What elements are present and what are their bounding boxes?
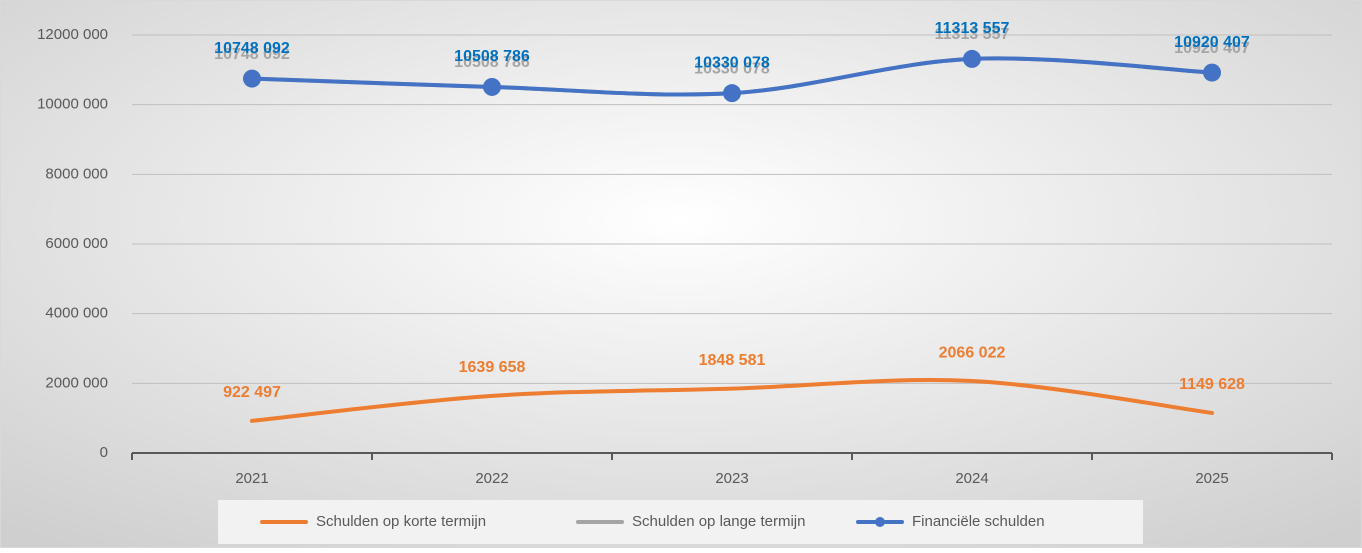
x-tick-label: 2025 — [1195, 470, 1228, 487]
data-label: 11313 557 — [935, 26, 1010, 43]
x-tick-label: 2024 — [955, 470, 988, 487]
series-line — [250, 378, 1214, 423]
data-label: 2066 022 — [939, 344, 1006, 361]
marker — [243, 69, 261, 88]
legend-marker — [875, 517, 885, 527]
legend-label: Financiële schulden — [912, 513, 1045, 530]
marker — [1203, 63, 1221, 82]
y-tick-label: 2000 000 — [45, 374, 108, 391]
legend-box — [218, 500, 1143, 544]
data-label: 10920 407 — [1174, 34, 1250, 51]
marker — [723, 84, 741, 103]
x-tick-label: 2023 — [715, 470, 748, 487]
y-tick-label: 0 — [100, 444, 108, 461]
data-label: 1639 658 — [459, 359, 526, 376]
legend-label: Schulden op korte termijn — [316, 513, 486, 530]
y-tick-label: 12000 000 — [37, 26, 108, 43]
y-tick-label: 8000 000 — [45, 165, 108, 182]
y-tick-label: 10000 000 — [37, 96, 108, 113]
data-label: 1149 628 — [1179, 376, 1245, 393]
data-label: 10748 092 — [214, 40, 290, 57]
data-label: 10508 786 — [454, 54, 530, 71]
data-label: 10920 407 — [1174, 40, 1250, 57]
marker — [483, 77, 501, 96]
data-label: 922 497 — [223, 384, 281, 401]
data-label: 10748 092 — [214, 46, 290, 63]
marker — [963, 49, 981, 68]
y-tick-label: 6000 000 — [45, 235, 108, 252]
legend-label: Schulden op lange termijn — [632, 513, 805, 530]
data-label: 11313 557 — [935, 20, 1010, 37]
data-label: 10330 078 — [694, 60, 770, 77]
data-label: 1848 581 — [699, 352, 766, 369]
data-label: 10330 078 — [694, 54, 770, 71]
x-tick-label: 2022 — [475, 470, 508, 487]
y-tick-label: 4000 000 — [45, 305, 108, 322]
x-tick-label: 2021 — [235, 470, 268, 487]
data-label: 10508 786 — [454, 48, 530, 65]
